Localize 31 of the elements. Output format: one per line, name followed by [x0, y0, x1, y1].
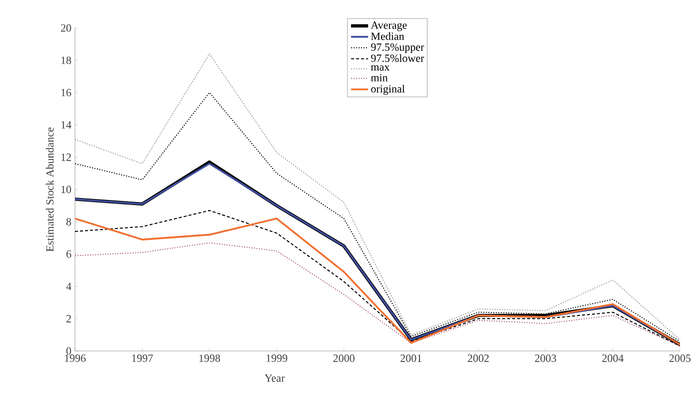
y-tick-label: 14 — [61, 121, 72, 129]
x-tick-label: 1998 — [199, 354, 220, 362]
legend-label: min — [370, 74, 388, 82]
y-tick-label: 4 — [66, 282, 72, 290]
x-tick-label: 2004 — [602, 354, 624, 362]
legend-label: 97.5%lower — [371, 54, 424, 62]
y-axis-title: Estimated Stock Abundance — [46, 128, 54, 252]
legend-label: 97.5%upper — [371, 43, 424, 54]
legend-label: max — [370, 65, 390, 71]
line-series — [75, 242, 680, 347]
x-axis-title: Year — [264, 374, 285, 382]
x-tick-label: 1999 — [266, 354, 288, 362]
y-tick-label: 16 — [61, 88, 72, 96]
y-tick-label: 20 — [60, 24, 72, 32]
x-tick-label: 2001 — [400, 354, 422, 362]
y-tick-label: 0 — [66, 347, 72, 355]
x-tick-label: 2003 — [535, 354, 556, 362]
x-tick-label: 1996 — [64, 354, 86, 362]
x-tick-label: 1997 — [132, 354, 153, 362]
legend-label: Average — [370, 22, 407, 32]
y-tick-label: 8 — [66, 218, 72, 226]
y-tick-label: 18 — [61, 56, 72, 64]
legend-label: Median — [371, 32, 404, 40]
x-tick-label: 2000 — [333, 354, 354, 362]
y-tick-label: 2 — [66, 315, 71, 322]
y-tick-label: 10 — [61, 186, 72, 194]
x-tick-label: 2005 — [669, 354, 691, 362]
y-tick-label: 12 — [61, 154, 71, 161]
x-tick-label: 2002 — [468, 354, 489, 362]
y-tick-label: 6 — [66, 250, 72, 258]
legend-label: original — [371, 84, 405, 95]
